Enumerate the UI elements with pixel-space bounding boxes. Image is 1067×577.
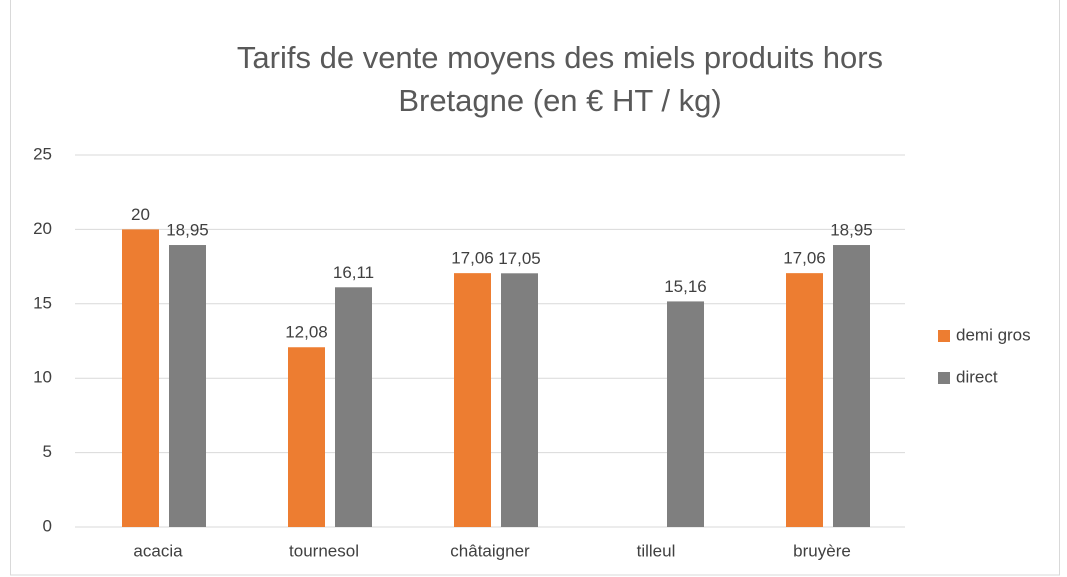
bar — [833, 245, 870, 528]
bar — [169, 245, 206, 528]
data-label: 17,05 — [498, 249, 541, 268]
legend-swatch — [938, 372, 950, 384]
data-label: 20 — [131, 205, 150, 224]
bar — [786, 273, 823, 527]
chart-title: Bretagne (en € HT / kg) — [398, 83, 721, 118]
bar — [122, 229, 159, 527]
x-tick-label: châtaigner — [450, 541, 530, 560]
y-tick-label: 0 — [43, 516, 52, 535]
legend-swatch — [938, 330, 950, 342]
x-tick-label: tournesol — [289, 541, 359, 560]
bar — [335, 287, 372, 527]
data-label: 15,16 — [664, 277, 707, 296]
data-label: 17,06 — [783, 249, 826, 268]
legend-label: demi gros — [956, 325, 1031, 344]
data-label: 18,95 — [830, 221, 873, 240]
y-tick-label: 5 — [43, 442, 52, 461]
y-tick-label: 20 — [33, 219, 52, 238]
x-tick-label: tilleul — [637, 541, 676, 560]
x-tick-label: bruyère — [793, 541, 851, 560]
bar — [288, 347, 325, 527]
chart-title: Tarifs de vente moyens des miels produit… — [237, 40, 883, 75]
bar — [667, 301, 704, 527]
data-label: 16,11 — [333, 263, 374, 282]
data-label: 17,06 — [451, 249, 494, 268]
data-label: 18,95 — [166, 221, 209, 240]
data-label: 12,08 — [285, 323, 328, 342]
bar — [454, 273, 491, 527]
y-tick-label: 10 — [33, 368, 52, 387]
y-tick-label: 25 — [33, 144, 52, 163]
legend-label: direct — [956, 367, 998, 386]
y-tick-label: 15 — [33, 293, 52, 312]
bar — [501, 273, 538, 527]
x-tick-label: acacia — [133, 541, 183, 560]
